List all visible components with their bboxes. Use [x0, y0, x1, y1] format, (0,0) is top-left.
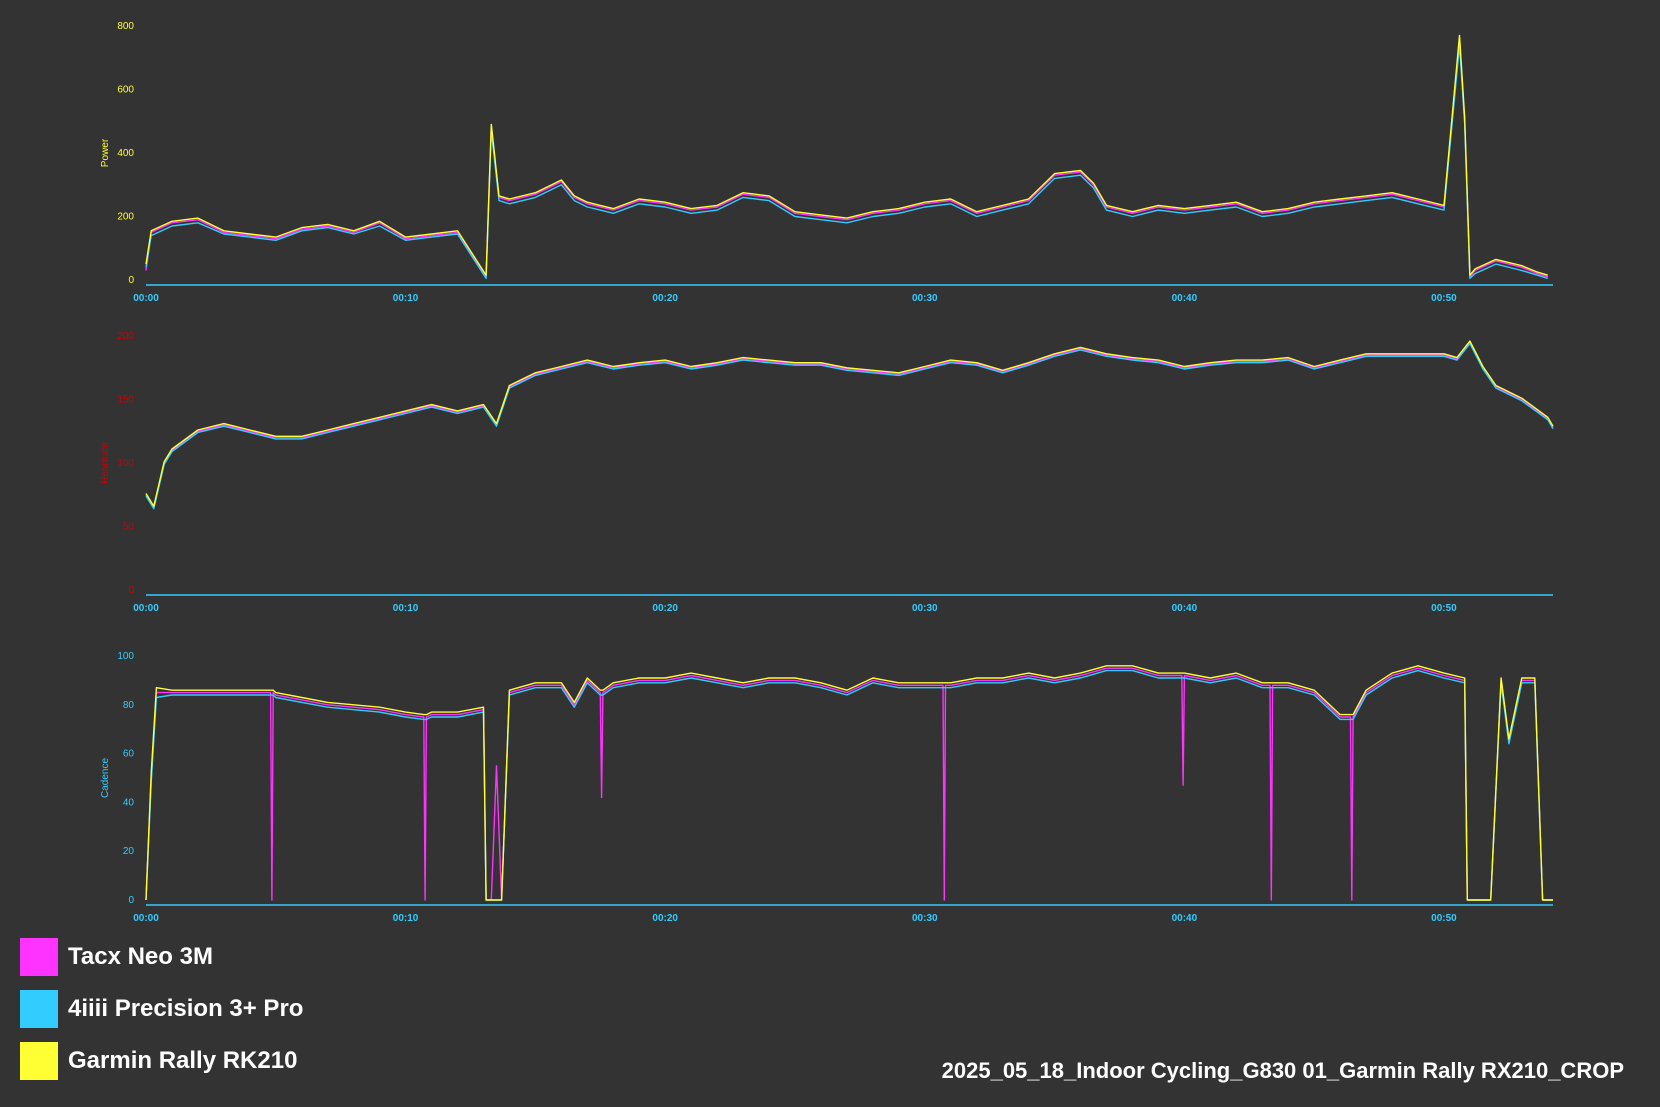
legend-label-tacx: Tacx Neo 3M [68, 943, 213, 970]
cadence-y-tick-label: 0 [128, 895, 134, 906]
heartrate-x-tick-label: 00:10 [393, 603, 419, 614]
power-x-tick-label: 00:30 [912, 293, 938, 304]
legend-label-garmin: Garmin Rally RK210 [68, 1047, 298, 1074]
heartrate-y-tick-label: 200 [117, 331, 134, 342]
heartrate-x-tick-label: 00:40 [1172, 603, 1198, 614]
power-y-tick-label: 400 [117, 148, 134, 159]
heartrate-x-tick-label: 00:50 [1431, 603, 1457, 614]
heartrate-y-axis-label: Heartrate [100, 442, 111, 484]
legend-item-tacx: Tacx Neo 3M [20, 937, 303, 977]
legend-swatch-garmin [20, 1042, 58, 1080]
cadence-series-line-garmin [145, 665, 1553, 901]
cadence-y-axis-label: Cadence [100, 758, 111, 798]
cadence-series-line-tacx [145, 667, 1553, 901]
legend-item-garmin: Garmin Rally RK210 [20, 1041, 303, 1081]
legend-swatch-4iiii [20, 990, 58, 1028]
heartrate-y-tick-label: 0 [128, 585, 134, 596]
cadence-series-line-4iiii [145, 669, 1553, 901]
legend: Tacx Neo 3M 4iiii Precision 3+ Pro Garmi… [20, 937, 303, 1093]
power-x-tick-label: 00:50 [1431, 293, 1457, 304]
heartrate-x-tick-label: 00:20 [652, 603, 678, 614]
power-y-axis-label: Power [100, 138, 111, 167]
cadence-y-tick-label: 80 [123, 700, 135, 711]
power-x-tick-label: 00:40 [1172, 293, 1198, 304]
cadence-y-tick-label: 20 [123, 846, 135, 857]
power-series-line-tacx [145, 38, 1549, 278]
power-series-line-garmin [145, 34, 1549, 276]
cadence-x-tick-label: 00:10 [393, 913, 419, 924]
cadence-x-tick-label: 00:50 [1431, 913, 1457, 924]
power-series-line-4iiii [145, 44, 1549, 280]
cadence-x-tick-label: 00:20 [652, 913, 678, 924]
heartrate-series-line-4iiii [145, 342, 1554, 510]
cadence-y-tick-label: 40 [123, 797, 135, 808]
power-y-tick-label: 600 [117, 85, 134, 96]
heartrate-y-tick-label: 100 [117, 458, 134, 469]
power-y-tick-label: 200 [117, 212, 134, 223]
legend-item-4iiii: 4iiii Precision 3+ Pro [20, 989, 303, 1029]
legend-label-4iiii: 4iiii Precision 3+ Pro [68, 995, 304, 1022]
cadence-x-tick-label: 00:00 [133, 913, 159, 924]
cadence-x-tick-label: 00:40 [1172, 913, 1198, 924]
power-y-tick-label: 0 [128, 275, 134, 286]
heartrate-series-line-tacx [145, 341, 1554, 509]
cadence-y-tick-label: 100 [117, 651, 134, 662]
heartrate-x-tick-label: 00:30 [912, 603, 938, 614]
power-x-tick-label: 00:00 [133, 293, 159, 304]
heartrate-series-line-garmin [145, 340, 1554, 507]
heartrate-x-tick-label: 00:00 [133, 603, 159, 614]
power-x-tick-label: 00:20 [652, 293, 678, 304]
power-x-tick-label: 00:10 [393, 293, 419, 304]
power-y-tick-label: 800 [117, 21, 134, 32]
heartrate-y-tick-label: 50 [123, 522, 135, 533]
cadence-y-tick-label: 60 [123, 749, 135, 760]
cadence-x-tick-label: 00:30 [912, 913, 938, 924]
caption: 2025_05_18_Indoor Cycling_G830 01_Garmin… [941, 1058, 1624, 1083]
legend-swatch-tacx [20, 938, 58, 976]
heartrate-y-tick-label: 150 [117, 395, 134, 406]
